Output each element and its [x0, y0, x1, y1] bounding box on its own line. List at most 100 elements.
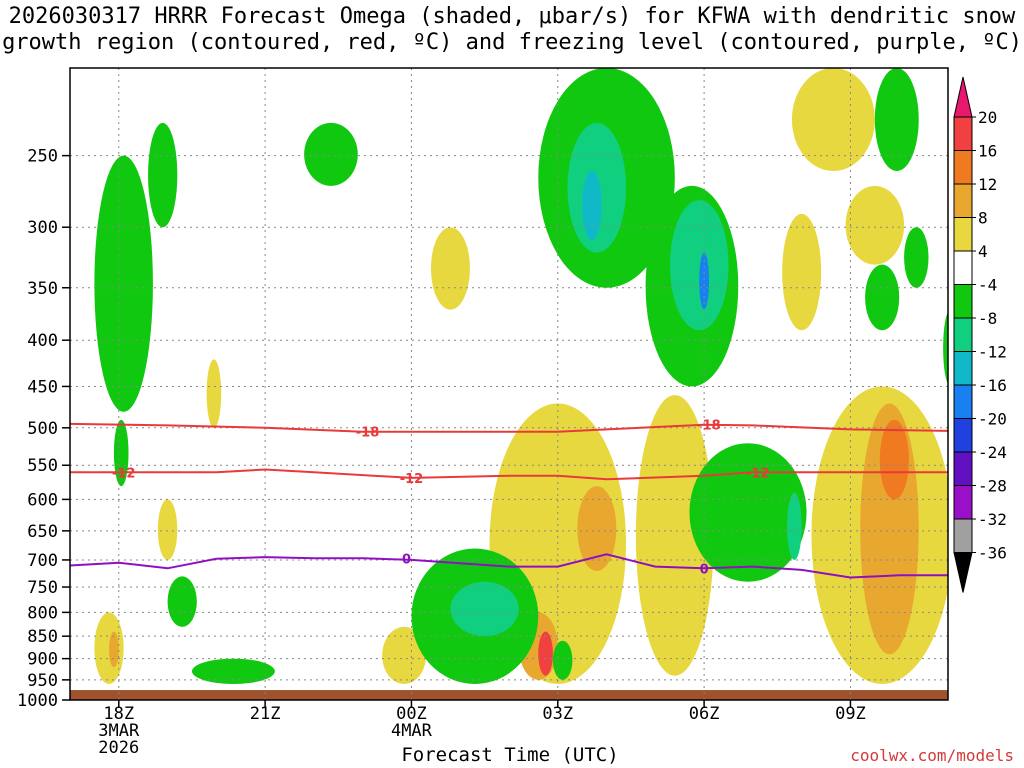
colorbar: 20 16 12 8 4 -4 -8 -12 -16 -20 -24 -28 -32 -36	[953, 76, 1007, 593]
y-tick-label: 750	[27, 578, 58, 598]
y-tick-label: 1000	[17, 691, 58, 711]
y-tick-label: 450	[27, 377, 58, 397]
colorbar-bin	[953, 116, 973, 151]
x-tick-sublabel: 4MAR	[391, 721, 433, 741]
y-axis: 250 300 350 400 450 500 550 600 650 700 750 800 850 9…	[17, 147, 70, 711]
omega-region	[787, 492, 802, 560]
omega-region	[874, 68, 919, 172]
omega-region	[582, 171, 602, 241]
omega-region	[577, 486, 617, 572]
omega-region	[699, 252, 709, 310]
omega-region	[191, 658, 275, 684]
temperature-contour	[70, 553, 948, 579]
y-tick-label: 800	[27, 603, 58, 623]
colorbar-label: 8	[978, 209, 988, 228]
colorbar-bin	[953, 384, 973, 419]
colorbar-label: -12	[978, 343, 1007, 362]
omega-region	[148, 122, 178, 228]
x-tick-label: 09Z	[835, 704, 866, 724]
omega-region	[845, 185, 905, 265]
colorbar-label: 16	[978, 142, 997, 161]
colorbar-bin	[953, 250, 973, 285]
omega-region	[782, 213, 822, 331]
omega-region	[943, 311, 948, 385]
y-tick-label: 250	[27, 147, 58, 167]
colorbar-label: -32	[978, 510, 1007, 529]
colorbar-label: 4	[978, 242, 988, 261]
contour-label: -12	[746, 466, 770, 481]
omega-region	[552, 640, 573, 680]
colorbar-label: -4	[978, 276, 997, 295]
colorbar-bottom-triangle	[953, 552, 973, 593]
x-tick-label: 00Z	[396, 704, 427, 724]
contour-lines: -18 -18 -12 -12 -12 0 0	[70, 419, 948, 579]
colorbar-bin	[953, 317, 973, 352]
colorbar-top-triangle	[953, 76, 973, 118]
y-tick-label: 700	[27, 551, 58, 571]
colorbar-label: -24	[978, 443, 1007, 462]
y-tick-label: 600	[27, 490, 58, 510]
y-tick-label: 500	[27, 419, 58, 439]
colorbar-bin	[953, 150, 973, 185]
colorbar-bin	[953, 485, 973, 520]
omega-region	[167, 576, 197, 627]
omega-region	[113, 419, 129, 487]
colorbar-bin	[953, 418, 973, 453]
colorbar-bin	[953, 183, 973, 218]
colorbar-bin	[953, 518, 973, 553]
omega-region	[904, 227, 929, 288]
omega-region	[157, 499, 178, 560]
x-axis-label: Forecast Time (UTC)	[401, 744, 619, 766]
colorbar-label: 12	[978, 175, 997, 194]
omega-region	[94, 612, 124, 684]
contour-label: 0	[700, 562, 709, 577]
x-tick-sublabel: 3MAR	[98, 721, 140, 741]
x-tick-sublabel: 2026	[98, 738, 139, 758]
omega-region	[879, 419, 909, 500]
colorbar-label: -8	[978, 309, 997, 328]
colorbar-label: -16	[978, 376, 1007, 395]
chart-title-line-1: 2026030317 HRRR Forecast Omega (shaded, …	[8, 4, 1016, 29]
plot-frame	[69, 67, 949, 701]
omega-region	[206, 359, 222, 428]
colorbar-label: -36	[978, 544, 1007, 563]
omega-region	[865, 264, 900, 331]
y-tick-label: 400	[27, 331, 58, 351]
ground-fill	[70, 690, 948, 700]
y-tick-label: 350	[27, 279, 58, 299]
contour-label: -12	[400, 472, 424, 487]
x-tick-label: 18Z	[103, 704, 134, 724]
omega-region	[538, 631, 553, 676]
colorbar-bin	[953, 217, 973, 252]
omega-region	[450, 581, 519, 637]
omega-region	[304, 122, 358, 186]
colorbar-label: -28	[978, 477, 1007, 496]
y-tick-label: 950	[27, 671, 58, 691]
y-tick-label: 850	[27, 627, 58, 647]
contour-label: -18	[697, 419, 721, 434]
contour-label: 0	[402, 552, 411, 567]
y-tick-label: 300	[27, 218, 58, 238]
omega-region	[689, 443, 807, 582]
y-tick-label: 550	[27, 456, 58, 476]
contour-label: -18	[356, 426, 380, 441]
omega-region	[382, 626, 427, 684]
grid-lines	[70, 68, 948, 701]
x-tick-label: 06Z	[689, 704, 720, 724]
temperature-contour	[70, 468, 948, 481]
omega-region	[109, 631, 119, 668]
omega-region	[669, 200, 729, 331]
omega-region	[430, 227, 470, 310]
colorbar-label: 20	[978, 108, 997, 127]
colorbar-bin	[953, 351, 973, 386]
colorbar-bin	[953, 451, 973, 486]
omega-shading	[94, 68, 948, 684]
y-tick-label: 650	[27, 522, 58, 542]
omega-region	[94, 155, 153, 412]
chart-title-line-2: growth region (contoured, red, ºC) and f…	[2, 30, 1022, 55]
colorbar-label: -20	[978, 410, 1007, 429]
y-tick-label: 900	[27, 650, 58, 670]
x-tick-label: 21Z	[250, 704, 281, 724]
